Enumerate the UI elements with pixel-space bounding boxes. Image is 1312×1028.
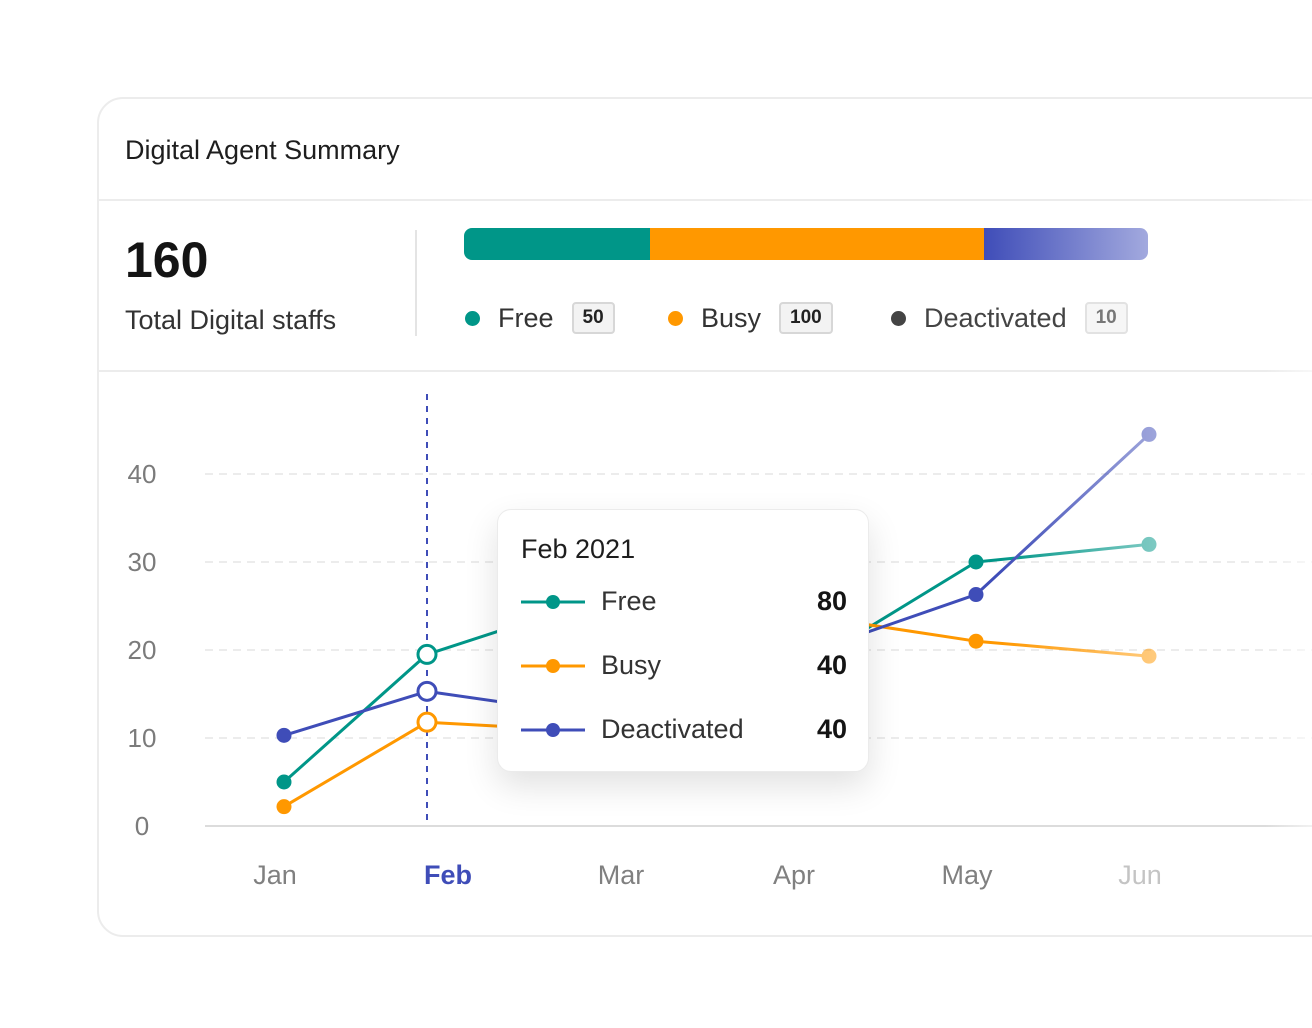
tooltip-row-busy: Busy 40 xyxy=(521,646,847,686)
deactivated-line-marker-icon xyxy=(521,723,585,737)
deactivated-data-point xyxy=(276,727,292,743)
count-badge: 100 xyxy=(779,302,833,334)
tooltip-title: Feb 2021 xyxy=(521,534,636,564)
stacked-bar-deactivated[interactable] xyxy=(984,228,1148,260)
free-line-marker-icon xyxy=(521,595,585,609)
tooltip-row-free: Free 80 xyxy=(521,582,847,622)
card-title: Digital Agent Summary xyxy=(125,135,400,165)
status-stacked-bar xyxy=(464,228,1148,260)
free-data-point xyxy=(276,774,292,790)
y-tick-label: 30 xyxy=(128,547,157,577)
x-tick-label: May xyxy=(941,860,993,890)
legend-label: Busy xyxy=(701,302,762,333)
count-badge: 50 xyxy=(571,302,615,334)
y-tick-label: 0 xyxy=(135,811,149,841)
tooltip-series-name: Deactivated xyxy=(601,714,744,744)
deactivated-data-point xyxy=(968,587,984,603)
free-data-point xyxy=(1141,536,1157,552)
summary-divider xyxy=(99,370,1312,372)
y-tick-label: 40 xyxy=(128,459,157,489)
x-tick-label: Apr xyxy=(773,860,815,890)
legend-item-free[interactable]: Free 50 xyxy=(465,300,615,336)
tooltip-series-value: 40 xyxy=(816,714,847,744)
busy-data-point xyxy=(1141,648,1157,664)
busy-dot-icon xyxy=(668,310,683,326)
x-tick-label: Mar xyxy=(598,860,645,890)
busy-highlight-point xyxy=(416,711,438,733)
deactivated-dot-icon xyxy=(891,310,906,326)
count-badge: 10 xyxy=(1084,302,1128,334)
tooltip-series-name: Busy xyxy=(601,650,662,680)
busy-data-point xyxy=(968,633,984,649)
x-tick-label: Feb xyxy=(424,860,472,890)
chart-tooltip: Feb 2021 Free 80 Busy 40 Deactivated 40 xyxy=(497,509,869,772)
tooltip-series-value: 40 xyxy=(816,650,847,680)
header-divider xyxy=(99,199,1312,201)
free-data-point xyxy=(968,554,984,570)
legend-label: Free xyxy=(498,302,554,333)
y-tick-label: 10 xyxy=(128,723,157,753)
busy-data-point xyxy=(276,799,292,815)
tooltip-series-name: Free xyxy=(601,586,657,616)
deactivated-data-point xyxy=(1141,426,1157,442)
x-tick-label: Jun xyxy=(1118,860,1162,890)
total-staff-label: Total Digital staffs xyxy=(125,305,337,335)
legend-item-busy[interactable]: Busy 100 xyxy=(668,300,833,336)
legend-label: Deactivated xyxy=(924,302,1067,333)
free-highlight-point xyxy=(416,643,438,665)
y-tick-label: 20 xyxy=(128,635,157,665)
stacked-bar-free[interactable] xyxy=(464,228,650,260)
busy-line-marker-icon xyxy=(521,659,585,673)
summary-separator xyxy=(415,230,417,336)
free-dot-icon xyxy=(465,310,480,326)
x-tick-label: Jan xyxy=(253,860,297,890)
total-staff-count: 160 xyxy=(125,232,209,288)
tooltip-row-deactivated: Deactivated 40 xyxy=(521,710,847,750)
legend-item-deactivated[interactable]: Deactivated 10 xyxy=(891,300,1128,336)
tooltip-series-value: 80 xyxy=(816,586,847,616)
deactivated-highlight-point xyxy=(416,680,438,702)
stacked-bar-busy[interactable] xyxy=(650,228,984,260)
